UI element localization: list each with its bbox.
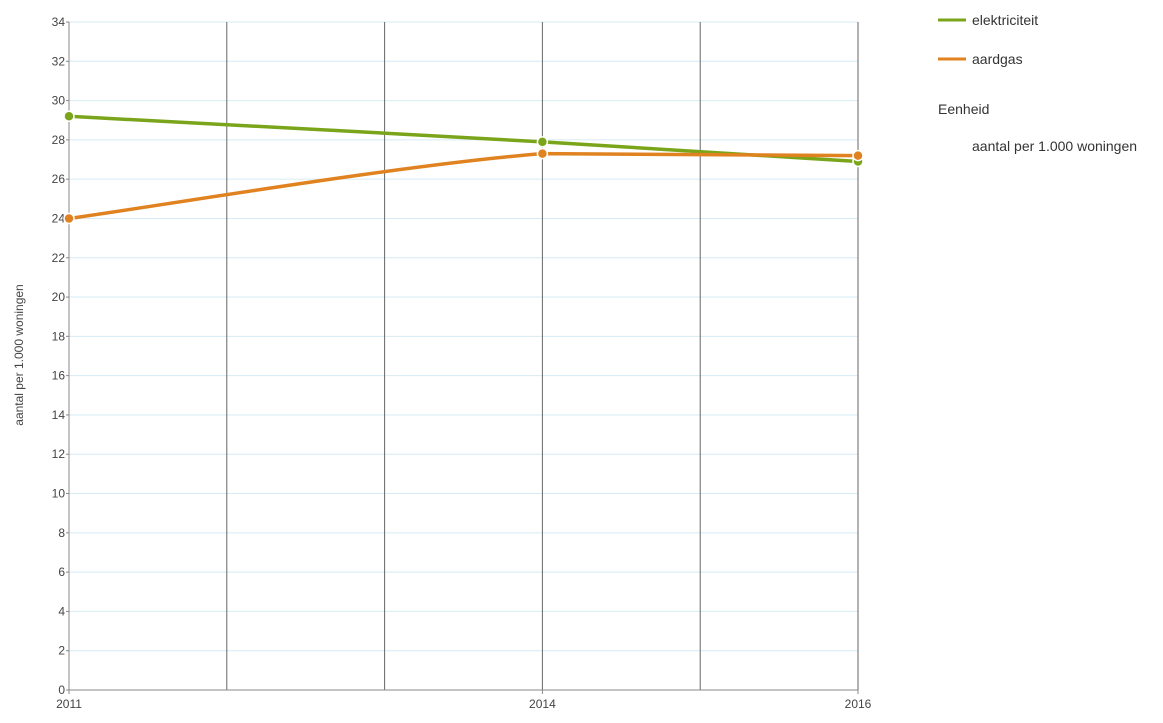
- legend-label-elektriciteit[interactable]: elektriciteit: [972, 12, 1038, 28]
- y-tick-label: 28: [52, 133, 66, 147]
- y-tick-label: 14: [52, 408, 66, 422]
- y-tick-label: 8: [58, 526, 65, 540]
- x-tick-label: 2011: [56, 697, 82, 711]
- y-axis-label: aantal per 1.000 woningen: [12, 284, 26, 425]
- data-point-elektriciteit[interactable]: [536, 136, 549, 148]
- legend: elektriciteit aardgas Eenheid aantal per…: [938, 12, 1137, 154]
- y-tick-label: 4: [58, 604, 65, 618]
- legend-label-aardgas[interactable]: aardgas: [972, 51, 1023, 67]
- y-tick-label: 16: [52, 369, 66, 383]
- y-tick-label: 34: [52, 15, 66, 29]
- y-tick-label: 24: [52, 211, 66, 225]
- y-tick-label: 30: [52, 94, 66, 108]
- series-line-aardgas[interactable]: [67, 151, 860, 221]
- y-tick-label: 26: [52, 172, 66, 186]
- x-tick-label: 2016: [845, 697, 872, 711]
- y-tick-label: 22: [52, 251, 66, 265]
- data-point-aardgas[interactable]: [63, 212, 75, 225]
- legend-unit-value: aantal per 1.000 woningen: [972, 138, 1137, 154]
- y-tick-label: 6: [58, 565, 65, 579]
- y-tick-label: 0: [58, 683, 65, 697]
- data-point-elektriciteit[interactable]: [63, 110, 75, 123]
- legend-unit-heading: Eenheid: [938, 101, 989, 117]
- grid: [69, 21, 859, 690]
- series: [63, 110, 864, 225]
- y-tick-label: 2: [58, 644, 65, 658]
- data-point-aardgas[interactable]: [852, 149, 864, 162]
- y-tick-label: 10: [52, 487, 66, 501]
- y-tick-label: 20: [52, 290, 66, 304]
- y-tick-label: 12: [52, 447, 66, 461]
- y-tick-label: 32: [52, 54, 66, 68]
- data-point-aardgas[interactable]: [536, 147, 549, 160]
- y-tick-label: 18: [52, 329, 66, 343]
- x-tick-label: 2014: [529, 697, 556, 711]
